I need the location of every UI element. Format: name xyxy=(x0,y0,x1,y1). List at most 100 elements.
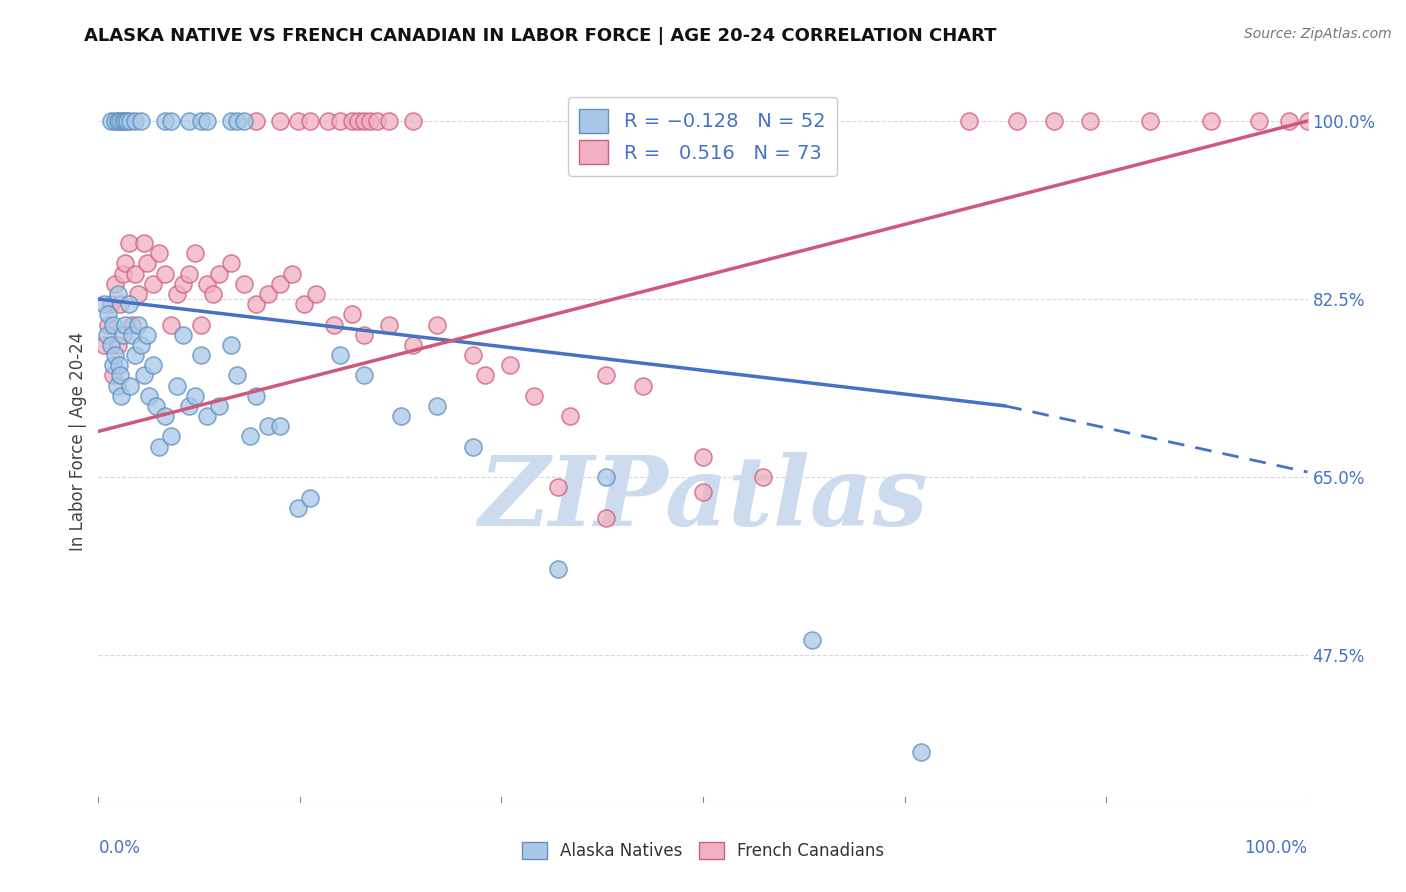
Point xyxy=(108,114,131,128)
Point xyxy=(389,409,412,423)
Point xyxy=(547,562,569,576)
Point xyxy=(160,318,183,332)
Point xyxy=(104,114,127,128)
Point xyxy=(172,327,194,342)
Point xyxy=(111,267,134,281)
Point xyxy=(153,409,176,423)
Point xyxy=(118,236,141,251)
Point xyxy=(195,114,218,128)
Point xyxy=(1139,114,1161,128)
Point xyxy=(692,485,714,500)
Point xyxy=(752,470,775,484)
Point xyxy=(97,307,120,321)
Point xyxy=(463,348,485,362)
Point xyxy=(498,358,520,372)
Point xyxy=(195,277,218,291)
Point xyxy=(127,287,149,301)
Text: ZIPatlas: ZIPatlas xyxy=(478,452,928,546)
Point xyxy=(402,338,425,352)
Point xyxy=(221,256,243,270)
Text: 0.0%: 0.0% xyxy=(98,839,141,857)
Text: Source: ZipAtlas.com: Source: ZipAtlas.com xyxy=(1244,27,1392,41)
Point xyxy=(121,327,143,342)
Point xyxy=(153,114,176,128)
Point xyxy=(1199,114,1222,128)
Point xyxy=(124,114,146,128)
Point xyxy=(105,378,128,392)
Point xyxy=(353,327,375,342)
Point xyxy=(184,246,207,260)
Point xyxy=(595,368,617,383)
Point xyxy=(232,114,254,128)
Y-axis label: In Labor Force | Age 20-24: In Labor Force | Age 20-24 xyxy=(69,332,87,551)
Point xyxy=(108,358,131,372)
Point xyxy=(1278,114,1301,128)
Point xyxy=(160,114,183,128)
Point xyxy=(190,348,212,362)
Point xyxy=(377,318,399,332)
Point xyxy=(547,480,569,494)
Point xyxy=(692,450,714,464)
Point xyxy=(97,318,120,332)
Point xyxy=(474,368,496,383)
Point xyxy=(179,399,201,413)
Point xyxy=(329,348,352,362)
Point xyxy=(426,399,449,413)
Point xyxy=(100,114,122,128)
Point xyxy=(107,338,129,352)
Point xyxy=(305,287,328,301)
Point xyxy=(101,368,124,383)
Point xyxy=(287,500,309,515)
Point xyxy=(226,368,249,383)
Point xyxy=(100,297,122,311)
Point xyxy=(347,114,370,128)
Point xyxy=(96,327,118,342)
Point xyxy=(245,297,267,311)
Point xyxy=(135,256,157,270)
Point xyxy=(299,114,322,128)
Point xyxy=(910,745,932,759)
Point xyxy=(342,307,364,321)
Point xyxy=(118,378,141,392)
Text: 100.0%: 100.0% xyxy=(1244,839,1308,857)
Point xyxy=(1007,114,1029,128)
Point xyxy=(101,318,124,332)
Point xyxy=(281,267,304,281)
Point xyxy=(166,287,188,301)
Point xyxy=(221,338,243,352)
Point xyxy=(329,114,352,128)
Point xyxy=(523,389,546,403)
Point xyxy=(269,114,291,128)
Point xyxy=(269,419,291,434)
Point xyxy=(256,287,278,301)
Point xyxy=(269,277,291,291)
Point xyxy=(631,378,654,392)
Point xyxy=(148,440,170,454)
Point xyxy=(463,440,485,454)
Point xyxy=(104,277,127,291)
Point xyxy=(299,491,322,505)
Point xyxy=(595,470,617,484)
Point xyxy=(118,114,141,128)
Point xyxy=(117,114,139,128)
Point xyxy=(245,114,267,128)
Point xyxy=(190,318,212,332)
Point xyxy=(208,399,231,413)
Point xyxy=(595,511,617,525)
Point xyxy=(93,338,115,352)
Point xyxy=(1296,114,1319,128)
Point xyxy=(166,378,188,392)
Point xyxy=(118,297,141,311)
Point xyxy=(127,318,149,332)
Point xyxy=(101,358,124,372)
Point xyxy=(179,114,201,128)
Point xyxy=(232,277,254,291)
Point xyxy=(342,114,364,128)
Point xyxy=(110,389,132,403)
Point xyxy=(800,632,823,647)
Point xyxy=(160,429,183,443)
Point xyxy=(360,114,382,128)
Point xyxy=(184,389,207,403)
Point xyxy=(129,114,152,128)
Point xyxy=(111,114,134,128)
